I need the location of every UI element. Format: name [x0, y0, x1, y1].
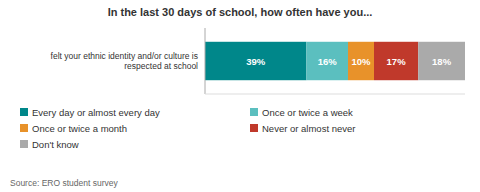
legend-swatch: [20, 140, 28, 148]
axis-line: [205, 94, 465, 95]
legend-label: Once or twice a week: [262, 107, 353, 118]
legend-label: Every day or almost every day: [32, 107, 160, 118]
data-label: 16%: [318, 56, 338, 67]
data-labels: 39% 16% 10% 17% 18%: [246, 56, 451, 67]
axis-line: [205, 28, 206, 94]
legend-swatch: [250, 124, 258, 132]
data-label: 17%: [387, 56, 407, 67]
legend-label: Never or almost never: [262, 123, 355, 134]
source: Source: ERO student survey: [10, 178, 118, 188]
data-label: 18%: [432, 56, 452, 67]
chart: In the last 30 days of school, how often…: [0, 0, 480, 192]
bar-segment: [374, 42, 418, 80]
legend-label: Once or twice a month: [32, 123, 127, 134]
legend-swatch: [20, 124, 28, 132]
legend-label: Don't know: [32, 139, 79, 150]
category-label: felt your ethnic identity and/or culture…: [51, 51, 199, 72]
data-label: 10%: [351, 56, 371, 67]
bar-segment: [205, 42, 306, 80]
bar-segment: [418, 42, 465, 80]
legend-swatch: [20, 108, 28, 116]
bar-segment: [348, 42, 374, 80]
legend: Every day or almost every day Once or twi…: [20, 107, 355, 150]
title: In the last 30 days of school, how often…: [108, 6, 373, 18]
data-label: 39%: [246, 56, 266, 67]
bar-segment: [306, 42, 348, 80]
bars: [205, 42, 465, 80]
legend-swatch: [250, 108, 258, 116]
